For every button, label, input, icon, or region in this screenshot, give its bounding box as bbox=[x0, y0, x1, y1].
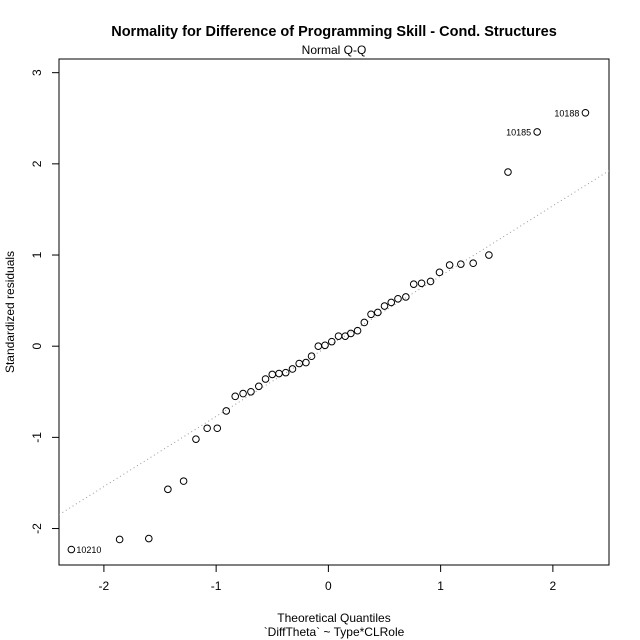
data-point bbox=[402, 293, 410, 301]
data-point bbox=[347, 329, 355, 338]
data-point bbox=[67, 545, 76, 554]
x-tick-label: 0 bbox=[325, 579, 332, 593]
data-point bbox=[533, 128, 541, 136]
data-point bbox=[115, 535, 124, 544]
x-axis-label-formula: `DiffTheta` ~ Type*CLRole bbox=[264, 625, 405, 639]
data-point bbox=[247, 387, 255, 396]
data-point bbox=[581, 108, 590, 117]
data-point bbox=[373, 308, 382, 317]
data-point bbox=[307, 352, 316, 361]
data-point bbox=[435, 268, 444, 277]
data-point bbox=[445, 261, 454, 269]
data-point bbox=[321, 341, 329, 350]
data-point bbox=[360, 318, 369, 327]
data-point bbox=[367, 310, 375, 319]
x-tick-label: 1 bbox=[437, 579, 444, 593]
data-point bbox=[394, 294, 402, 303]
plot-frame bbox=[58, 58, 610, 566]
data-point bbox=[239, 389, 247, 398]
data-point bbox=[281, 368, 290, 377]
x-axis: -2 -1 0 1 2 bbox=[99, 565, 557, 593]
y-tick-label: -1 bbox=[30, 432, 44, 443]
y-tick-label: 3 bbox=[30, 69, 44, 76]
data-point bbox=[261, 375, 270, 383]
data-point bbox=[203, 424, 211, 433]
point-label: 10188 bbox=[554, 108, 579, 118]
y-tick-label: -2 bbox=[30, 523, 44, 534]
data-point bbox=[192, 435, 200, 443]
x-tick-label: -2 bbox=[99, 579, 110, 593]
x-axis-label: Theoretical Quantiles bbox=[277, 611, 390, 625]
data-point bbox=[426, 277, 435, 286]
data-point bbox=[409, 280, 418, 288]
data-point bbox=[327, 337, 336, 346]
data-point bbox=[485, 251, 493, 259]
data-point bbox=[275, 369, 283, 378]
data-point bbox=[302, 358, 310, 367]
data-point bbox=[164, 485, 172, 494]
data-point bbox=[254, 382, 263, 391]
data-point bbox=[222, 407, 231, 415]
data-point bbox=[144, 534, 153, 543]
data-point bbox=[231, 392, 240, 401]
chart-title: Normality for Difference of Programming … bbox=[111, 24, 557, 40]
data-point bbox=[288, 365, 297, 373]
data-point bbox=[469, 259, 477, 268]
data-point bbox=[380, 302, 389, 310]
point-label: 10185 bbox=[506, 127, 531, 137]
chart-subtitle: Normal Q-Q bbox=[302, 43, 367, 57]
y-axis-label: Standardized residuals bbox=[3, 251, 17, 373]
data-point bbox=[334, 332, 343, 340]
data-point bbox=[417, 279, 426, 288]
x-tick-label: 2 bbox=[550, 579, 557, 593]
data-point bbox=[504, 168, 512, 176]
point-label: 10210 bbox=[76, 545, 101, 555]
y-tick-label: 2 bbox=[30, 160, 44, 167]
data-point bbox=[295, 359, 304, 368]
y-axis: -2 -1 0 1 2 3 bbox=[30, 69, 59, 534]
data-point bbox=[213, 424, 222, 433]
data-point bbox=[179, 477, 188, 485]
data-point bbox=[268, 370, 277, 379]
x-tick-label: -1 bbox=[211, 579, 222, 593]
data-point bbox=[353, 326, 362, 335]
data-point bbox=[314, 342, 323, 350]
data-point bbox=[387, 298, 396, 307]
y-tick-label: 1 bbox=[30, 251, 44, 258]
y-tick-label: 0 bbox=[30, 343, 44, 350]
data-point bbox=[457, 260, 465, 268]
reference-line bbox=[59, 170, 609, 516]
points-layer: 10210 10185 10188 bbox=[67, 108, 590, 555]
